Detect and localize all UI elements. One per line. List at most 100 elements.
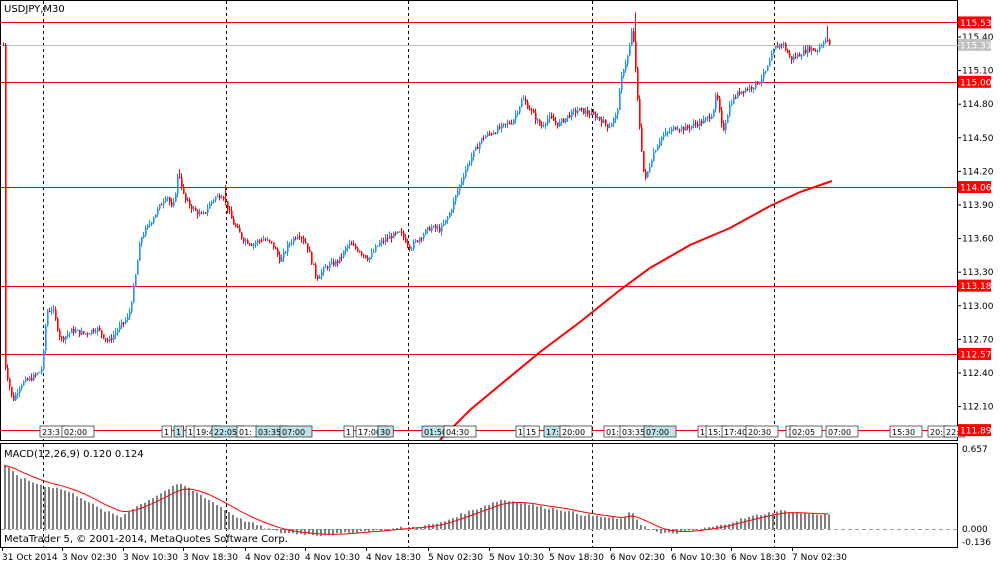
candle-body[interactable]: [353, 244, 355, 246]
candle-body[interactable]: [777, 45, 779, 48]
candle-body[interactable]: [709, 116, 711, 119]
candle-body[interactable]: [529, 108, 531, 111]
candle-body[interactable]: [357, 248, 359, 252]
candle-body[interactable]: [705, 118, 707, 120]
session-tags[interactable]: 23:3 02:00 1 1 1 19:4 22:05 01: 03:35 07:00 1 17:00…: [39, 425, 966, 438]
candle-body[interactable]: [425, 229, 427, 235]
candle-body[interactable]: [243, 238, 245, 242]
candle-body[interactable]: [483, 138, 485, 140]
candle-body[interactable]: [409, 245, 411, 249]
candle-body[interactable]: [641, 127, 643, 152]
candle-body[interactable]: [93, 329, 95, 332]
candle-body[interactable]: [345, 248, 347, 252]
candle-body[interactable]: [489, 133, 491, 135]
candle-body[interactable]: [101, 330, 103, 335]
candle-body[interactable]: [367, 257, 369, 261]
candle-body[interactable]: [153, 218, 155, 223]
candle-body[interactable]: [199, 212, 201, 215]
candle-body[interactable]: [305, 241, 307, 244]
candle-body[interactable]: [419, 238, 421, 242]
candle-body[interactable]: [83, 331, 85, 334]
candle-body[interactable]: [55, 309, 57, 319]
candle-body[interactable]: [725, 123, 727, 131]
candle-body[interactable]: [27, 378, 29, 381]
candle-body[interactable]: [439, 227, 441, 232]
candle-body[interactable]: [313, 263, 315, 265]
session-tag[interactable]: 15:30: [889, 425, 923, 438]
candle-body[interactable]: [201, 212, 203, 214]
candle-body[interactable]: [651, 160, 653, 167]
candle-body[interactable]: [677, 129, 679, 131]
candle-body[interactable]: [159, 204, 161, 209]
candle-body[interactable]: [605, 119, 607, 125]
candle-body[interactable]: [175, 193, 177, 202]
candle-body[interactable]: [577, 110, 579, 113]
candle-body[interactable]: [447, 217, 449, 220]
candle-body[interactable]: [233, 218, 235, 225]
candle-body[interactable]: [821, 44, 823, 47]
candle-body[interactable]: [763, 72, 765, 79]
candle-body[interactable]: [119, 325, 121, 331]
candle-body[interactable]: [643, 151, 645, 172]
candle-body[interactable]: [263, 239, 265, 241]
candle-body[interactable]: [623, 69, 625, 77]
candle-body[interactable]: [647, 171, 649, 178]
candle-body[interactable]: [17, 393, 19, 395]
candle-body[interactable]: [661, 137, 663, 142]
candle-body[interactable]: [457, 190, 459, 196]
candle-body[interactable]: [553, 117, 555, 121]
candle-body[interactable]: [637, 68, 639, 99]
candle-body[interactable]: [803, 49, 805, 56]
candle-body[interactable]: [297, 236, 299, 239]
candle-body[interactable]: [157, 208, 159, 215]
session-tag[interactable]: 02:00: [61, 425, 95, 438]
candle-body[interactable]: [487, 133, 489, 137]
candle-body[interactable]: [221, 197, 223, 199]
session-tag[interactable]: 1: [173, 425, 184, 438]
candle-body[interactable]: [535, 112, 537, 121]
candle-body[interactable]: [277, 249, 279, 255]
candle-body[interactable]: [373, 251, 375, 253]
candle-body[interactable]: [713, 109, 715, 117]
candle-body[interactable]: [45, 325, 47, 351]
candle-body[interactable]: [57, 318, 59, 331]
candle-body[interactable]: [695, 123, 697, 125]
candle-body[interactable]: [721, 110, 723, 124]
candle-body[interactable]: [103, 334, 105, 339]
candlestick-series[interactable]: [3, 12, 831, 402]
candle-body[interactable]: [211, 201, 213, 204]
candle-body[interactable]: [225, 198, 227, 202]
candle-body[interactable]: [405, 237, 407, 243]
candle-body[interactable]: [569, 115, 571, 118]
candle-body[interactable]: [811, 48, 813, 52]
session-tag[interactable]: 07:00: [279, 425, 313, 438]
candle-body[interactable]: [435, 225, 437, 229]
candle-body[interactable]: [815, 50, 817, 52]
candle-body[interactable]: [337, 260, 339, 263]
candle-body[interactable]: [87, 333, 89, 335]
candle-body[interactable]: [715, 95, 717, 110]
candle-body[interactable]: [95, 331, 97, 333]
candle-body[interactable]: [355, 245, 357, 249]
candle-body[interactable]: [7, 368, 9, 379]
candle-body[interactable]: [109, 338, 111, 341]
candle-body[interactable]: [517, 112, 519, 115]
candle-body[interactable]: [309, 249, 311, 253]
candle-body[interactable]: [627, 55, 629, 64]
candle-body[interactable]: [719, 98, 721, 111]
candle-body[interactable]: [431, 227, 433, 231]
candle-body[interactable]: [757, 81, 759, 85]
candle-body[interactable]: [731, 103, 733, 106]
candle-body[interactable]: [827, 40, 829, 42]
candle-body[interactable]: [699, 121, 701, 127]
candle-body[interactable]: [375, 246, 377, 252]
candle-body[interactable]: [505, 123, 507, 125]
candle-body[interactable]: [501, 124, 503, 129]
candle-body[interactable]: [421, 238, 423, 240]
candle-body[interactable]: [607, 124, 609, 128]
candle-body[interactable]: [469, 162, 471, 165]
candle-body[interactable]: [451, 209, 453, 214]
candle-body[interactable]: [107, 339, 109, 341]
candle-body[interactable]: [543, 125, 545, 127]
candle-body[interactable]: [395, 232, 397, 234]
